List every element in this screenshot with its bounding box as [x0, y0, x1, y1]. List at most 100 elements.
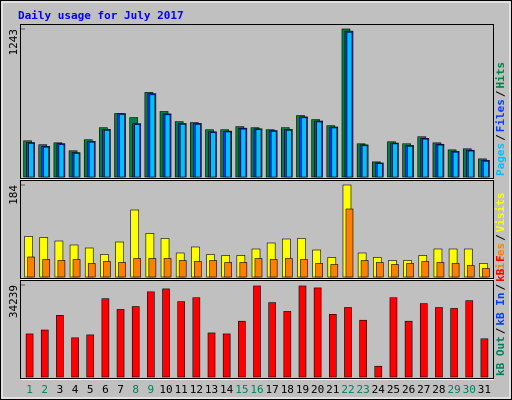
bar — [361, 145, 368, 178]
bar — [316, 121, 322, 178]
bar — [207, 332, 216, 378]
bar — [286, 130, 292, 178]
bar — [149, 94, 156, 178]
bar — [195, 124, 201, 178]
bar — [238, 320, 246, 378]
x-tick-label: 16 — [250, 383, 263, 396]
x-tick-label: 22 — [341, 383, 354, 396]
bar — [330, 264, 339, 278]
x-tick-label: 8 — [132, 383, 139, 396]
x-tick-label: 13 — [205, 383, 218, 396]
bar — [389, 297, 398, 378]
x-tick-label: 4 — [72, 383, 79, 396]
bar — [194, 261, 202, 278]
bar — [177, 301, 185, 378]
bar — [344, 307, 352, 378]
bar — [57, 260, 66, 278]
legend: Pages/Files/Hits — [494, 62, 507, 176]
bar — [404, 320, 413, 378]
bar — [27, 256, 35, 278]
legend-separator: / — [494, 234, 507, 241]
bar — [179, 124, 186, 178]
legend-entry: Pages — [494, 143, 507, 176]
legend-entry: Files — [494, 99, 507, 132]
x-tick-label: 18 — [281, 383, 294, 396]
bar — [104, 130, 110, 178]
bar — [255, 129, 262, 178]
bar — [359, 319, 367, 378]
bar — [222, 333, 231, 378]
y-tick-label: 1243 — [7, 29, 20, 56]
bar — [86, 334, 95, 378]
x-tick-label: 3 — [57, 383, 64, 396]
bar — [118, 262, 126, 278]
bar — [451, 263, 460, 278]
bar — [56, 315, 64, 378]
bar — [374, 365, 383, 378]
legend-separator: / — [494, 134, 507, 141]
legend: Sites /Visits — [494, 193, 507, 277]
x-tick-label: 6 — [102, 383, 109, 396]
bar — [209, 260, 217, 278]
bar — [42, 259, 51, 278]
bar — [148, 258, 157, 278]
bar — [482, 268, 490, 278]
legend-entry: kB Out — [494, 336, 507, 376]
bar — [346, 32, 353, 178]
bar — [164, 114, 171, 178]
x-tick-label: 11 — [175, 383, 188, 396]
bar — [313, 287, 322, 378]
bar — [116, 309, 125, 378]
bar — [103, 261, 111, 278]
x-tick-label: 24 — [372, 383, 386, 396]
bar — [87, 263, 96, 278]
bar — [298, 285, 307, 378]
x-tick-label: 10 — [159, 383, 172, 396]
legend-separator: / — [494, 327, 507, 334]
bar — [25, 333, 34, 378]
bar — [147, 291, 155, 378]
bar — [162, 288, 170, 378]
x-tick-label: 15 — [235, 383, 248, 396]
bar — [331, 127, 338, 178]
bar — [421, 261, 430, 278]
bar — [360, 260, 369, 278]
x-tick-label: 14 — [220, 383, 234, 396]
x-tick-label: 26 — [402, 383, 415, 396]
bar — [58, 144, 65, 178]
bar — [480, 338, 489, 378]
bar — [133, 258, 142, 278]
bar — [422, 138, 429, 178]
bar — [301, 117, 307, 178]
bar — [43, 146, 50, 178]
x-tick-label: 21 — [326, 383, 339, 396]
bar — [224, 262, 232, 278]
x-tick-label: 5 — [87, 383, 94, 396]
bar — [88, 141, 95, 178]
bar — [315, 263, 323, 278]
x-tick-label: 2 — [41, 383, 48, 396]
bar — [240, 128, 247, 178]
x-tick-label: 25 — [387, 383, 400, 396]
legend-entry: kB In — [494, 293, 507, 326]
x-tick-label: 19 — [296, 383, 309, 396]
bar — [465, 300, 474, 378]
bar — [436, 262, 445, 278]
bar — [375, 262, 384, 278]
x-tick-label: 12 — [190, 383, 203, 396]
bar — [467, 150, 474, 178]
bar — [134, 124, 141, 178]
y-tick-label: 184 — [7, 185, 20, 205]
x-tick-label: 30 — [463, 383, 476, 396]
bar — [483, 160, 489, 178]
legend-entry: Hits — [494, 62, 507, 89]
bar — [192, 297, 201, 378]
bar — [178, 260, 187, 278]
bar — [119, 114, 125, 178]
bar — [270, 131, 277, 178]
bar — [285, 258, 293, 278]
legend-separator: / — [494, 284, 507, 291]
bar — [435, 307, 443, 378]
